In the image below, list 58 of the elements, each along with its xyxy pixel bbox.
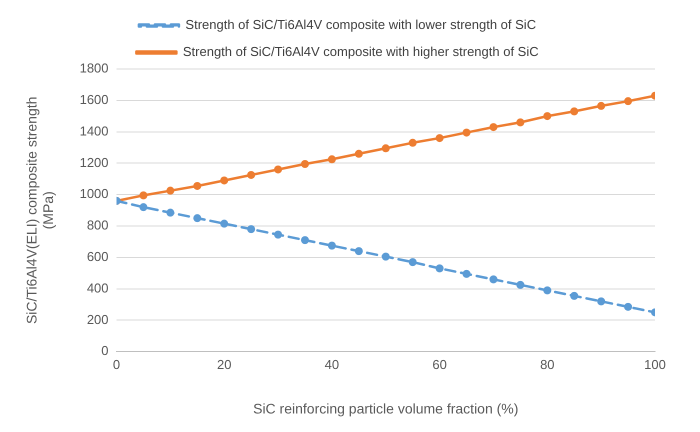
point	[624, 302, 632, 311]
point	[382, 144, 390, 152]
point	[300, 236, 309, 244]
point	[382, 252, 390, 261]
y-tick-label: 1000	[80, 186, 109, 202]
y-tick-label: 800	[86, 218, 109, 233]
point	[597, 297, 606, 306]
point	[354, 247, 363, 256]
y-tick-label: 1600	[80, 92, 109, 107]
y-tick-label: 0	[101, 343, 109, 358]
point	[166, 208, 174, 217]
point	[516, 118, 524, 126]
point	[354, 150, 363, 158]
point	[220, 220, 228, 228]
x-tick-label: 80	[540, 356, 555, 372]
point	[462, 270, 471, 278]
point	[408, 138, 417, 147]
x-axis-title: SiC reinforcing particle volume fraction (%)	[253, 400, 518, 416]
point	[220, 176, 228, 184]
point	[624, 97, 632, 106]
point	[193, 182, 202, 190]
point	[328, 242, 336, 250]
y-tick-label: 1200	[80, 154, 109, 170]
point	[274, 230, 282, 239]
point	[408, 258, 417, 266]
point	[543, 286, 552, 294]
point	[300, 160, 309, 168]
point	[489, 123, 498, 132]
point	[193, 214, 202, 222]
point	[166, 186, 174, 195]
y-tick-label: 600	[86, 248, 109, 264]
x-tick-label: 20	[216, 356, 232, 372]
x-tick-label: 100	[644, 356, 666, 372]
point	[543, 112, 552, 120]
point	[139, 191, 148, 200]
point	[570, 107, 578, 116]
y-tick-label: 400	[86, 280, 109, 296]
point	[489, 275, 498, 284]
point	[139, 203, 148, 212]
point	[247, 170, 256, 179]
y-tick-label: 200	[86, 312, 109, 327]
point	[436, 134, 444, 142]
y-axis-title: SiC/Ti6Al4V(ELI) composite strength (MPa)	[23, 96, 56, 324]
point	[436, 264, 444, 272]
point	[328, 155, 336, 164]
x-tick-label: 40	[324, 356, 340, 372]
point	[570, 292, 578, 300]
x-tick-label: 0	[112, 356, 120, 372]
point	[597, 102, 606, 110]
point	[516, 280, 524, 289]
legend-label: Strength of SiC/Ti6Al4V composite with lower strength of SiC	[185, 17, 536, 32]
x-tick-label: 60	[432, 356, 447, 372]
point	[274, 165, 282, 174]
y-tick-label: 1800	[80, 60, 109, 76]
point	[462, 128, 471, 137]
point	[247, 225, 256, 234]
y-tick-label: 1400	[80, 123, 109, 138]
legend-label: Strength of SiC/Ti6Al4V composite with higher strength of SiC	[182, 44, 539, 60]
